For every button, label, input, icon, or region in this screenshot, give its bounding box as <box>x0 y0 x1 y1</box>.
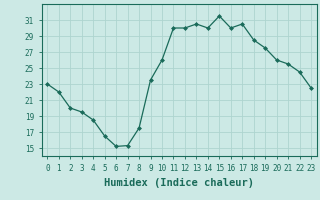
X-axis label: Humidex (Indice chaleur): Humidex (Indice chaleur) <box>104 178 254 188</box>
